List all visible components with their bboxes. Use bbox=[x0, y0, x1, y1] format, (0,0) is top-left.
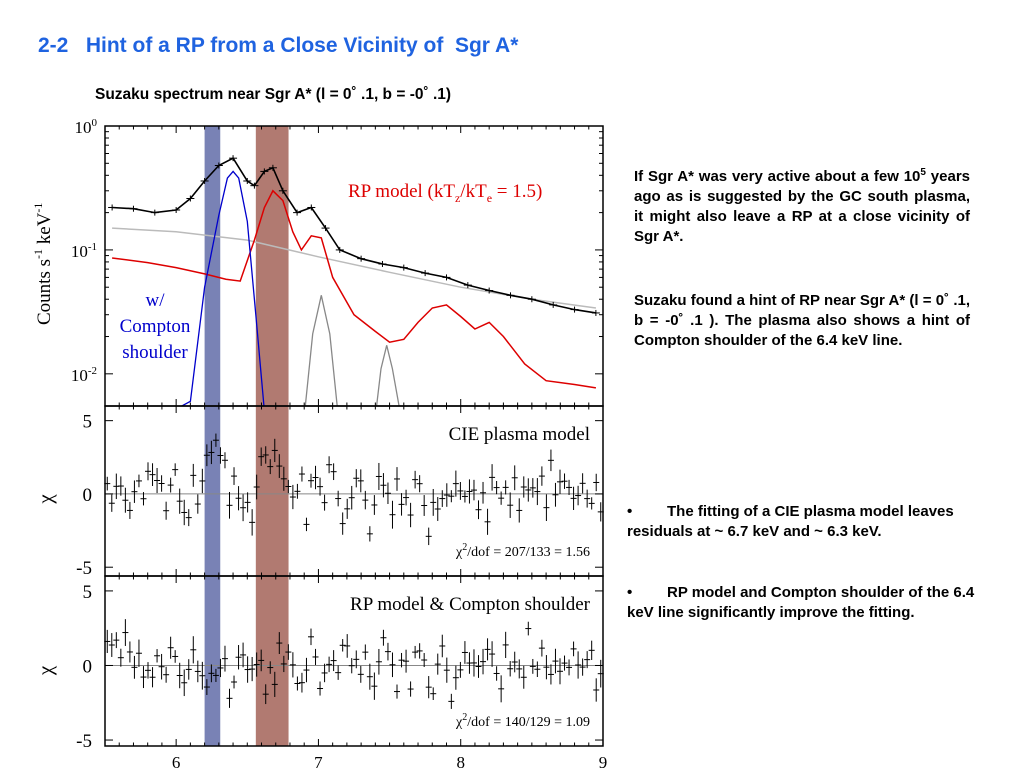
rp-panel-frame bbox=[104, 575, 604, 747]
bullet-text: The fitting of a CIE plasma model leaves… bbox=[627, 503, 954, 540]
rp-label-sub: e bbox=[487, 191, 492, 205]
stat-text: χ bbox=[455, 545, 463, 560]
compton-label: Compton bbox=[120, 316, 191, 337]
cie-background-line bbox=[112, 227, 597, 309]
y-tick-exponent: -1 bbox=[88, 241, 97, 253]
stat-text: /dof = 140/129 = 1.09 bbox=[467, 715, 590, 730]
x-tick-label: 7 bbox=[314, 753, 323, 768]
chi-stat-label: χ2/dof = 207/133 = 1.56 bbox=[455, 542, 590, 560]
chi-axis-label: χ bbox=[33, 494, 57, 505]
x-tick-label: 6 bbox=[172, 753, 181, 768]
y-tick-label: 100 bbox=[75, 117, 98, 137]
y-tick-label: 0 bbox=[83, 485, 93, 506]
rp-label-text: /kT bbox=[460, 181, 487, 202]
paragraph1-sup: 5 bbox=[920, 167, 926, 178]
bullet-item: • RP model and Compton shoulder of the 6.… bbox=[627, 583, 997, 623]
chart-subtitle: Suzaku spectrum near Sgr A* (l = 0˚ .1, … bbox=[95, 86, 452, 103]
band-6-7kev bbox=[255, 126, 289, 746]
emission-line-7-5kev bbox=[375, 345, 400, 406]
paragraph1-text-b: years ago as is suggested by the GC sout… bbox=[634, 168, 970, 245]
y-label-sup: -1 bbox=[31, 203, 45, 213]
y-tick-label: 0 bbox=[83, 656, 93, 677]
model-label: RP model & Compton shoulder bbox=[350, 594, 591, 615]
compton-label: shoulder bbox=[122, 342, 188, 363]
gaussian-6-4kev-line bbox=[180, 170, 265, 406]
chi-stat-label: χ2/dof = 140/129 = 1.09 bbox=[455, 712, 590, 730]
y-tick-label: 10-1 bbox=[71, 241, 97, 261]
y-tick-exponent: -2 bbox=[88, 365, 97, 377]
y-axis-label: Counts s-1 keV-1 bbox=[31, 203, 55, 325]
y-tick-label: -5 bbox=[76, 558, 92, 579]
x-tick-label: 8 bbox=[456, 753, 465, 768]
bullet-text: RP model and Compton shoulder of the 6.4… bbox=[627, 584, 975, 621]
y-tick-base: 10 bbox=[71, 366, 88, 385]
bullet-symbol: • bbox=[627, 503, 633, 520]
stat-text: χ bbox=[455, 715, 463, 730]
slide-title: 2-2 Hint of a RP from a Close Vicinity o… bbox=[38, 34, 519, 57]
y-tick-exponent: 0 bbox=[92, 117, 98, 129]
compton-label: w/ bbox=[146, 290, 166, 311]
y-tick-base: 10 bbox=[71, 242, 88, 261]
paragraph-suzaku-hint: Suzaku found a hint of RP near Sgr A* (l… bbox=[634, 292, 970, 349]
bullet-item: • The fitting of a CIE plasma model leave… bbox=[627, 502, 997, 542]
chi-axis-label: χ bbox=[33, 665, 57, 676]
bullet-symbol: • bbox=[627, 584, 633, 601]
y-tick-label: 5 bbox=[83, 582, 93, 603]
y-tick-label: -5 bbox=[76, 731, 92, 752]
stat-text: /dof = 207/133 = 1.56 bbox=[467, 545, 590, 560]
rp-label-text: RP model (kT bbox=[348, 181, 455, 202]
paragraph1-text-a: If Sgr A* was very active about a few 10 bbox=[634, 168, 921, 185]
rp-model-label: RP model (kTz/kTe = 1.5) bbox=[348, 181, 542, 205]
y-tick-base: 10 bbox=[75, 118, 92, 137]
y-label-text: keV bbox=[34, 212, 55, 249]
rp-label-text: = 1.5) bbox=[492, 181, 542, 202]
model-label: CIE plasma model bbox=[449, 424, 590, 445]
y-label-sup: -1 bbox=[31, 249, 45, 259]
rp-label-sub: z bbox=[455, 191, 460, 205]
paragraph-rp-motivation: If Sgr A* was very active about a few 10… bbox=[634, 163, 970, 247]
y-tick-label: 5 bbox=[83, 412, 93, 433]
stat-sup: 2 bbox=[462, 542, 467, 553]
x-tick-label: 9 bbox=[599, 753, 608, 768]
band-6-3kev bbox=[204, 126, 221, 746]
top-panel-frame bbox=[104, 125, 604, 407]
y-label-text: Counts s bbox=[34, 259, 55, 325]
y-tick-label: 10-2 bbox=[71, 365, 97, 385]
emission-line-7-0kev bbox=[304, 295, 338, 406]
stat-sup: 2 bbox=[462, 712, 467, 723]
top-plot-area bbox=[108, 155, 600, 406]
rp-model-line bbox=[112, 189, 597, 389]
